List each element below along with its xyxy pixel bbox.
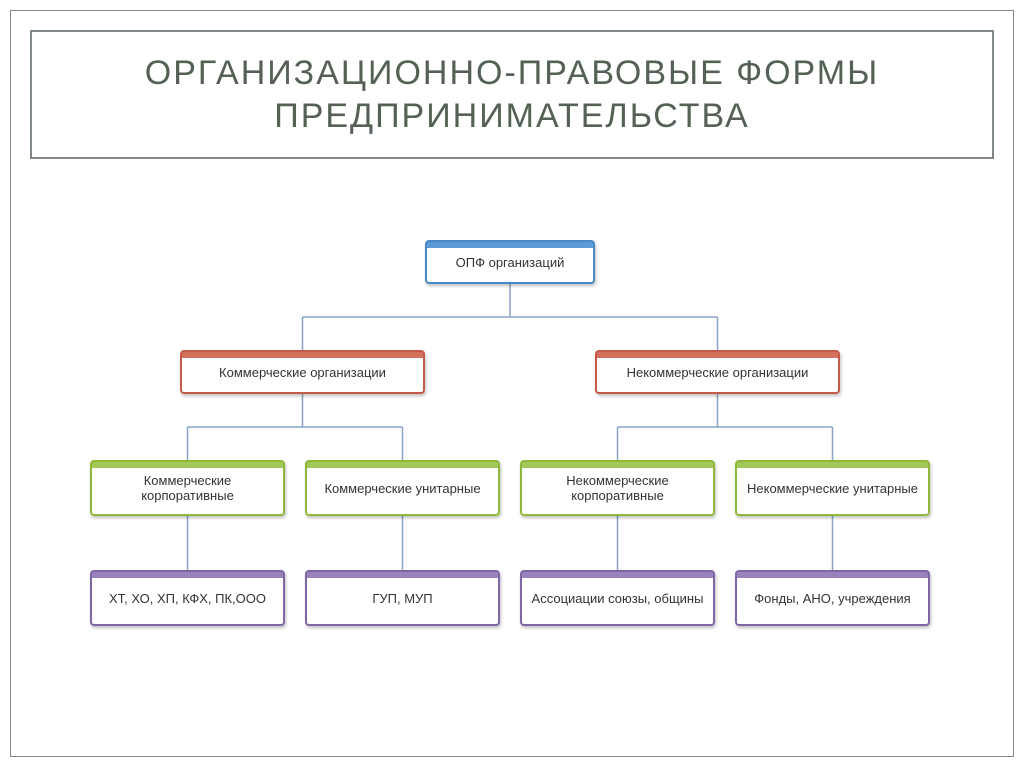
node-label: Некоммерческие организации — [605, 365, 830, 380]
node-label: Коммерческие организации — [190, 365, 415, 380]
node-label: Некоммерческие унитарные — [745, 481, 920, 496]
node-label: ГУП, МУП — [315, 591, 490, 606]
node-label: Некоммерческие корпоративные — [530, 473, 705, 503]
node-root: ОПФ организаций — [425, 240, 595, 284]
node-nu: Некоммерческие унитарные — [735, 460, 930, 516]
node-nk: Некоммерческие корпоративные — [520, 460, 715, 516]
node-cu: Коммерческие унитарные — [305, 460, 500, 516]
node-l2: ГУП, МУП — [305, 570, 500, 626]
node-label: Коммерческие корпоративные — [100, 473, 275, 503]
node-label: ОПФ организаций — [435, 255, 585, 270]
node-comm: Коммерческие организации — [180, 350, 425, 394]
node-label: Ассоциации союзы, общины — [530, 591, 705, 606]
org-chart: ОПФ организаций Коммерческие организации Н… — [30, 200, 994, 747]
node-label: Фонды, АНО, учреждения — [745, 591, 920, 606]
node-ck: Коммерческие корпоративные — [90, 460, 285, 516]
page-title: ОРГАНИЗАЦИОННО-ПРАВОВЫЕ ФОРМЫ ПРЕДПРИНИМ… — [42, 52, 982, 137]
node-l3: Ассоциации союзы, общины — [520, 570, 715, 626]
node-l1: ХТ, ХО, ХП, КФХ, ПК,ООО — [90, 570, 285, 626]
node-l4: Фонды, АНО, учреждения — [735, 570, 930, 626]
title-frame: ОРГАНИЗАЦИОННО-ПРАВОВЫЕ ФОРМЫ ПРЕДПРИНИМ… — [30, 30, 994, 159]
node-ncomm: Некоммерческие организации — [595, 350, 840, 394]
node-label: Коммерческие унитарные — [315, 481, 490, 496]
node-label: ХТ, ХО, ХП, КФХ, ПК,ООО — [100, 591, 275, 606]
